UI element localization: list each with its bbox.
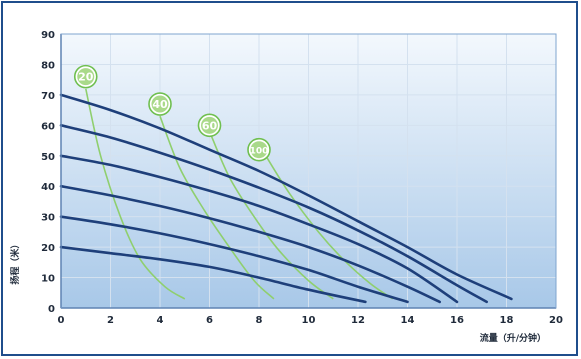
y-tick-label: 80 <box>41 60 55 71</box>
iso-badge-fill <box>250 141 268 159</box>
iso-curve <box>263 152 394 300</box>
y-tick-label: 40 <box>41 182 55 193</box>
iso-badge-label: 100 <box>250 147 269 157</box>
iso-badge-fill <box>77 68 95 86</box>
x-tick-label: 6 <box>206 315 213 326</box>
iso-badge-fill <box>151 95 169 113</box>
x-tick-label: 0 <box>58 315 65 326</box>
x-tick-label: 4 <box>157 315 164 326</box>
x-tick-label: 18 <box>500 315 514 326</box>
pump-curve <box>59 245 367 304</box>
iso-badge-label: 60 <box>202 119 218 132</box>
tick-labels: 0 2 4 6 8 10 12 14 16 18 20 0 10 20 30 40 50 60 70 80 90 <box>41 30 563 326</box>
iso-badge-fill <box>201 116 218 134</box>
y-tick-label: 30 <box>41 213 55 224</box>
iso-curve <box>159 115 275 300</box>
y-tick-label: 0 <box>48 304 55 315</box>
pump-curve <box>59 215 409 304</box>
iso-curve <box>85 88 186 300</box>
pump-curve <box>59 93 513 301</box>
plot-border <box>60 33 557 309</box>
iso-badges: 20 40 60 100 <box>73 64 271 162</box>
axes <box>60 33 557 309</box>
pump-curve-chart: 20 40 60 100 0 2 4 6 8 10 12 14 16 18 20 0 10 20 30 40 50 60… <box>9 30 563 344</box>
y-tick-label: 60 <box>41 121 55 132</box>
x-tick-label: 16 <box>450 315 464 326</box>
iso-badge-label: 20 <box>78 71 94 84</box>
x-tick-label: 2 <box>107 315 114 326</box>
x-tick-label: 10 <box>302 315 316 326</box>
x-tick-label: 8 <box>256 315 263 326</box>
x-tick-label: 12 <box>351 315 365 326</box>
y-axis-title: 扬程（米） <box>9 240 21 285</box>
y-tick-label: 20 <box>41 243 55 254</box>
pump-curve <box>59 154 459 304</box>
pump-curve <box>59 184 441 304</box>
y-tick-label: 70 <box>41 91 55 102</box>
y-tick-label: 10 <box>41 274 55 285</box>
y-tick-label: 90 <box>41 30 55 41</box>
pump-curve <box>59 124 488 304</box>
y-tick-label: 50 <box>41 152 55 163</box>
pump-curves <box>59 93 513 304</box>
x-tick-label: 20 <box>549 315 563 326</box>
x-axis-title: 流量（升/分钟） <box>480 332 546 344</box>
x-tick-label: 14 <box>401 315 415 326</box>
iso-badge-label: 40 <box>152 98 168 111</box>
